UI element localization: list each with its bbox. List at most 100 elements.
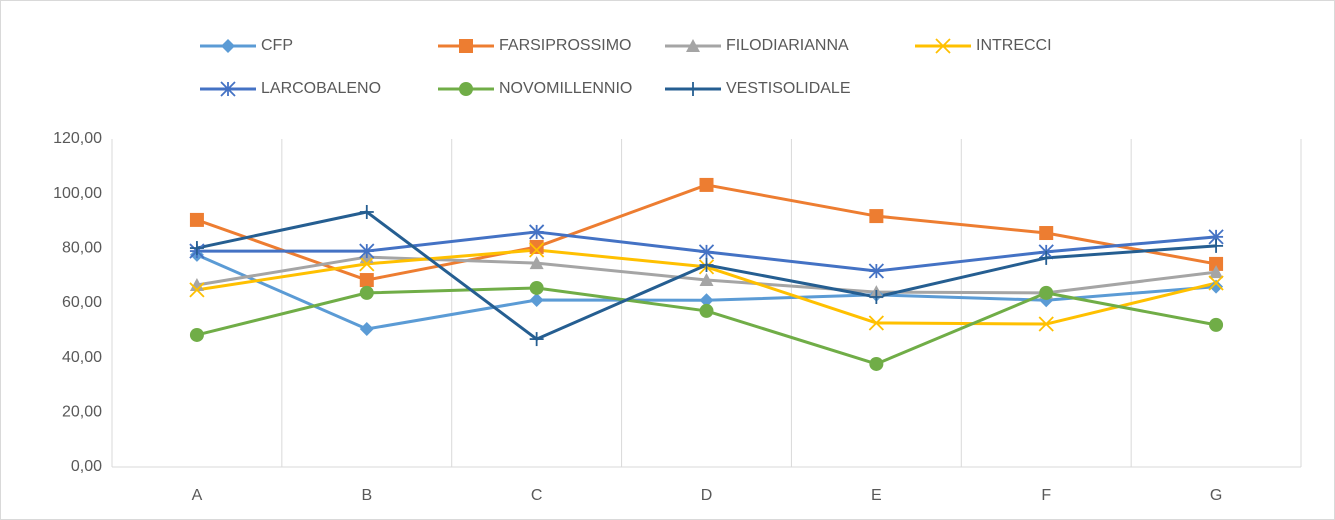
legend-label: FILODIARIANNA [726, 37, 849, 54]
marker [1209, 317, 1224, 332]
marker [529, 239, 544, 254]
x-tick-label: D [701, 487, 713, 504]
marker [221, 39, 235, 53]
legend-label: INTRECCI [976, 37, 1052, 54]
legend-label: FARSIPROSSIMO [499, 37, 631, 54]
marker-shape [868, 315, 884, 331]
y-tick-label: 60,00 [62, 294, 102, 311]
marker-shape [189, 327, 204, 342]
marker-shape [686, 39, 700, 52]
marker-shape [529, 239, 544, 254]
legend-label: NOVOMILLENNIO [499, 80, 632, 97]
marker-shape [699, 303, 714, 318]
marker-shape [1039, 226, 1054, 241]
marker [459, 39, 473, 53]
marker [699, 177, 714, 192]
x-tick-label: A [192, 487, 203, 504]
marker [1209, 238, 1224, 253]
marker [220, 81, 236, 97]
marker [1208, 229, 1224, 245]
marker [699, 293, 714, 308]
marker-shape [1209, 256, 1224, 271]
marker [699, 303, 714, 318]
marker-shape [935, 38, 951, 54]
marker-shape [359, 256, 375, 272]
marker-shape [529, 242, 545, 258]
marker [1039, 226, 1054, 241]
marker-shape [1039, 285, 1054, 300]
marker [459, 82, 473, 96]
marker-shape [359, 321, 374, 336]
marker [1039, 250, 1054, 265]
marker-shape [359, 285, 374, 300]
marker [189, 241, 204, 256]
marker [869, 289, 884, 304]
marker [1208, 275, 1224, 291]
marker-shape [1209, 265, 1224, 279]
legend-label: CFP [261, 37, 293, 54]
marker [359, 285, 374, 300]
marker-shape [1208, 275, 1224, 291]
marker [359, 243, 375, 259]
marker [1209, 265, 1224, 279]
marker [189, 282, 205, 298]
marker-shape [1209, 317, 1224, 332]
marker [1038, 316, 1054, 332]
marker-shape [869, 356, 884, 371]
marker-shape [189, 282, 205, 298]
marker-shape [529, 280, 544, 295]
legend-label: VESTISOLIDALE [726, 80, 851, 97]
x-tick-label: C [531, 487, 543, 504]
marker [189, 327, 204, 342]
marker [699, 258, 714, 273]
marker [529, 332, 544, 347]
marker [686, 82, 700, 96]
marker [529, 242, 545, 258]
y-tick-label: 40,00 [62, 349, 102, 366]
legend-label: LARCOBALENO [261, 80, 381, 97]
y-tick-label: 120,00 [53, 130, 102, 147]
marker-shape [529, 292, 544, 307]
marker [189, 212, 204, 227]
marker [189, 277, 204, 291]
marker [868, 263, 884, 279]
marker [529, 292, 544, 307]
y-tick-label: 100,00 [53, 185, 102, 202]
y-tick-label: 20,00 [62, 404, 102, 421]
marker [935, 38, 951, 54]
y-tick-label: 80,00 [62, 240, 102, 257]
marker-shape [869, 209, 884, 224]
marker [1039, 285, 1054, 300]
marker [359, 256, 375, 272]
marker-shape [699, 177, 714, 192]
marker [359, 321, 374, 336]
marker [359, 204, 374, 219]
marker [529, 280, 544, 295]
marker [698, 244, 715, 260]
x-tick-label: F [1041, 487, 1051, 504]
marker [686, 39, 700, 52]
marker-shape [1209, 279, 1224, 294]
marker [869, 209, 884, 224]
marker [869, 356, 884, 371]
marker-shape [1038, 316, 1054, 332]
marker [529, 224, 545, 240]
marker-shape [699, 293, 714, 308]
marker-shape [529, 256, 544, 270]
x-tick-label: E [871, 487, 882, 504]
marker [1209, 256, 1224, 271]
marker-shape [699, 273, 714, 287]
marker-shape [459, 39, 473, 53]
x-tick-label: G [1210, 487, 1222, 504]
marker [699, 273, 714, 287]
marker [868, 315, 884, 331]
marker [529, 256, 544, 270]
marker-shape [359, 273, 374, 288]
marker [1209, 279, 1224, 294]
marker-shape [189, 212, 204, 227]
x-tick-label: B [361, 487, 372, 504]
marker-shape [459, 82, 473, 96]
marker-shape [221, 39, 235, 53]
